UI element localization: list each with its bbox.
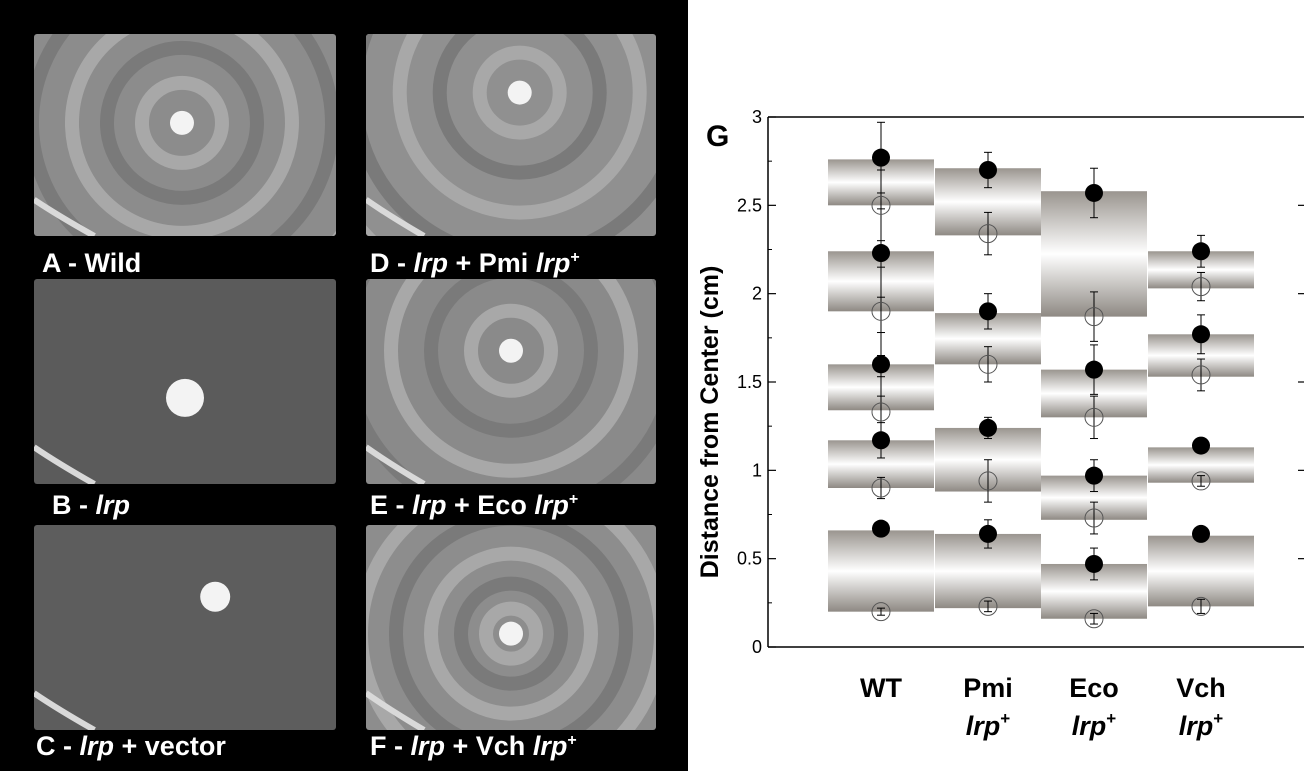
outer-ring-marker <box>1192 325 1210 344</box>
inner-ring-marker <box>871 301 891 321</box>
inner-ring-marker <box>1084 508 1104 528</box>
inner-ring-marker <box>1191 365 1211 385</box>
plate-photo-lrp-pmi <box>366 34 656 236</box>
y-tick-label: 2.5 <box>737 195 762 215</box>
inner-ring-marker <box>1191 471 1211 491</box>
panel-label-g: G <box>706 120 729 153</box>
x-category-label: WT <box>860 673 902 703</box>
y-axis-label: Distance from Center (cm) <box>696 266 724 579</box>
outer-ring-marker <box>979 524 997 543</box>
y-tick-label: 1 <box>752 460 762 480</box>
inner-ring-marker <box>978 596 998 616</box>
panel-label-a: A - Wild <box>42 248 142 278</box>
plate-photo-lrp-vector <box>34 525 336 730</box>
x-category-label: Vch <box>1176 673 1226 703</box>
y-tick-label: 1.5 <box>737 372 762 392</box>
outer-ring-marker <box>1192 524 1210 543</box>
y-tick-label: 0.5 <box>737 549 762 569</box>
outer-ring-marker <box>979 161 997 179</box>
ring-distance-chart: 0 0.5 1 1.5 2 2.5 3 G Distance from Center (cm) W… <box>696 107 1304 741</box>
panel-label-f: F - lrp + Vch lrp+ <box>370 731 577 761</box>
inner-ring-marker <box>1191 277 1211 297</box>
panel-label-e: E - lrp + Eco lrp+ <box>370 490 579 520</box>
outer-ring-marker <box>1192 242 1210 261</box>
x-category-sublabel: lrp+ <box>1072 709 1117 741</box>
inner-ring-marker <box>871 195 891 215</box>
inner-ring-marker <box>1084 407 1104 427</box>
inner-ring-marker <box>978 354 998 374</box>
y-tick-label: 3 <box>752 107 762 127</box>
outer-ring-marker <box>872 355 890 374</box>
outer-ring-marker <box>872 148 890 167</box>
outer-ring-marker <box>1085 554 1103 573</box>
panel-label-d: D - lrp + Pmi lrp+ <box>370 248 580 278</box>
inner-ring-marker <box>1084 307 1104 327</box>
x-category-sublabel: lrp+ <box>1179 709 1224 741</box>
outer-ring-marker <box>872 519 890 538</box>
inner-ring-marker <box>871 402 891 422</box>
outer-ring-marker <box>979 302 997 321</box>
plate-photo-panel: A - Wild B - lrp C - lrp + vector D - lr… <box>0 0 688 771</box>
outer-ring-marker <box>1085 360 1103 379</box>
y-tick-label: 2 <box>752 284 762 304</box>
plate-photo-lrp <box>34 279 336 484</box>
outer-ring-marker <box>872 244 890 263</box>
ring-bar <box>1148 535 1254 607</box>
inner-ring-marker <box>978 471 998 491</box>
x-category-label: Pmi <box>963 673 1013 703</box>
plate-photo-lrp-vch <box>366 525 656 730</box>
outer-ring-marker <box>1085 183 1103 202</box>
x-category-sublabel: lrp+ <box>966 709 1011 741</box>
outer-ring-marker <box>1085 466 1103 485</box>
outer-ring-marker <box>1192 436 1210 455</box>
y-tick-label: 0 <box>752 637 762 657</box>
inner-ring-marker <box>1191 596 1211 616</box>
inner-ring-marker <box>871 478 891 498</box>
plate-photo-wild <box>34 34 336 236</box>
plate-photo-lrp-eco <box>366 279 656 484</box>
inner-ring-marker <box>871 602 891 622</box>
outer-ring-marker <box>979 418 997 437</box>
x-category-label: Eco <box>1069 673 1119 703</box>
panel-label-c: C - lrp + vector <box>36 731 226 761</box>
inner-ring-marker <box>1084 609 1104 629</box>
panel-label-b: B - lrp <box>52 490 131 520</box>
inner-ring-marker <box>978 224 998 244</box>
ring-bar <box>828 530 934 612</box>
